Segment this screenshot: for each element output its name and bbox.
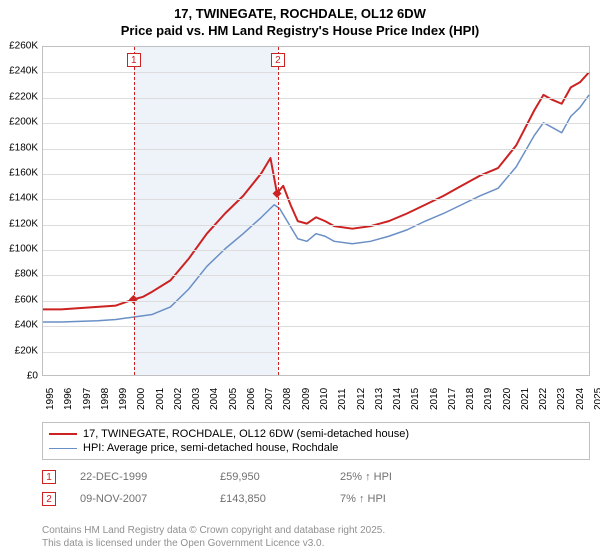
x-tick-label: 2013 (374, 388, 385, 410)
x-tick-label: 1998 (100, 388, 111, 410)
y-tick-label: £100K (9, 244, 38, 255)
x-tick-label: 2000 (136, 388, 147, 410)
x-tick-label: 2017 (447, 388, 458, 410)
title-subtitle: Price paid vs. HM Land Registry's House … (0, 23, 600, 40)
sale-vline (278, 47, 279, 375)
y-tick-label: £140K (9, 193, 38, 204)
legend-item: 17, TWINEGATE, ROCHDALE, OL12 6DW (semi-… (49, 427, 583, 441)
x-tick-label: 2012 (356, 388, 367, 410)
x-tick-label: 2001 (155, 388, 166, 410)
x-tick-label: 2002 (173, 388, 184, 410)
sale-row-marker: 1 (42, 470, 56, 484)
plot-area: 12 (42, 46, 590, 376)
series-hpi (43, 95, 589, 322)
footer-licence: This data is licensed under the Open Gov… (42, 537, 590, 550)
title-address: 17, TWINEGATE, ROCHDALE, OL12 6DW (0, 6, 600, 23)
y-tick-label: £40K (15, 320, 38, 331)
sale-price: £143,850 (220, 493, 340, 505)
x-tick-label: 2014 (392, 388, 403, 410)
y-gridline (43, 199, 589, 200)
sale-date: 09-NOV-2007 (80, 493, 220, 505)
x-tick-label: 2019 (483, 388, 494, 410)
y-gridline (43, 149, 589, 150)
y-gridline (43, 301, 589, 302)
y-axis: £0£20K£40K£60K£80K£100K£120K£140K£160K£1… (0, 46, 42, 376)
y-tick-label: £160K (9, 167, 38, 178)
title-block: 17, TWINEGATE, ROCHDALE, OL12 6DW Price … (0, 0, 600, 42)
y-tick-label: £260K (9, 41, 38, 52)
y-tick-label: £240K (9, 66, 38, 77)
x-tick-label: 2015 (410, 388, 421, 410)
x-tick-label: 2022 (538, 388, 549, 410)
x-tick-label: 2008 (282, 388, 293, 410)
y-gridline (43, 352, 589, 353)
x-tick-label: 2018 (465, 388, 476, 410)
sale-table: 1 22-DEC-1999£59,95025% ↑ HPI 2 09-NOV-2007… (42, 466, 590, 510)
x-tick-label: 1999 (118, 388, 129, 410)
sale-row: 2 09-NOV-2007£143,8507% ↑ HPI (42, 488, 590, 510)
sale-price: £59,950 (220, 471, 340, 483)
x-tick-label: 2011 (337, 388, 348, 410)
x-tick-label: 2021 (520, 388, 531, 410)
footer: Contains HM Land Registry data © Crown c… (42, 524, 590, 550)
x-tick-label: 2009 (301, 388, 312, 410)
chart-container: 17, TWINEGATE, ROCHDALE, OL12 6DW Price … (0, 0, 600, 560)
sale-vline (134, 47, 135, 375)
legend-label: HPI: Average price, semi-detached house,… (83, 442, 338, 454)
sale-row-marker: 2 (42, 492, 56, 506)
y-gridline (43, 326, 589, 327)
legend-swatch (49, 448, 77, 449)
footer-copyright: Contains HM Land Registry data © Crown c… (42, 524, 590, 537)
x-tick-label: 1996 (63, 388, 74, 410)
x-tick-label: 2020 (502, 388, 513, 410)
series-price_paid (43, 72, 589, 309)
y-tick-label: £20K (15, 345, 38, 356)
y-tick-label: £60K (15, 294, 38, 305)
y-gridline (43, 123, 589, 124)
y-gridline (43, 72, 589, 73)
x-tick-label: 1995 (45, 388, 56, 410)
y-tick-label: £200K (9, 117, 38, 128)
legend-label: 17, TWINEGATE, ROCHDALE, OL12 6DW (semi-… (83, 428, 409, 440)
x-tick-label: 2004 (209, 388, 220, 410)
sale-date: 22-DEC-1999 (80, 471, 220, 483)
x-tick-label: 2025 (593, 388, 600, 410)
x-tick-label: 2007 (264, 388, 275, 410)
x-tick-label: 2024 (575, 388, 586, 410)
y-gridline (43, 98, 589, 99)
y-tick-label: £120K (9, 218, 38, 229)
x-tick-label: 1997 (82, 388, 93, 410)
x-tick-label: 2006 (246, 388, 257, 410)
x-axis: 1995 1996 1997 1998 1999 2000 2001 2002 2003 2004… (42, 378, 590, 418)
x-tick-label: 2016 (429, 388, 440, 410)
sale-marker-1: 1 (127, 53, 141, 67)
x-tick-label: 2023 (556, 388, 567, 410)
sale-pct: 25% ↑ HPI (340, 471, 460, 483)
y-gridline (43, 174, 589, 175)
sale-row: 1 22-DEC-1999£59,95025% ↑ HPI (42, 466, 590, 488)
y-gridline (43, 275, 589, 276)
y-tick-label: £220K (9, 91, 38, 102)
legend-item: HPI: Average price, semi-detached house,… (49, 441, 583, 455)
legend: 17, TWINEGATE, ROCHDALE, OL12 6DW (semi-… (42, 422, 590, 460)
sale-marker-2: 2 (271, 53, 285, 67)
y-gridline (43, 225, 589, 226)
x-tick-label: 2003 (191, 388, 202, 410)
y-tick-label: £80K (15, 269, 38, 280)
y-tick-label: £0 (27, 371, 38, 382)
y-tick-label: £180K (9, 142, 38, 153)
legend-swatch (49, 433, 77, 435)
sale-pct: 7% ↑ HPI (340, 493, 460, 505)
y-gridline (43, 250, 589, 251)
x-tick-label: 2005 (228, 388, 239, 410)
x-tick-label: 2010 (319, 388, 330, 410)
